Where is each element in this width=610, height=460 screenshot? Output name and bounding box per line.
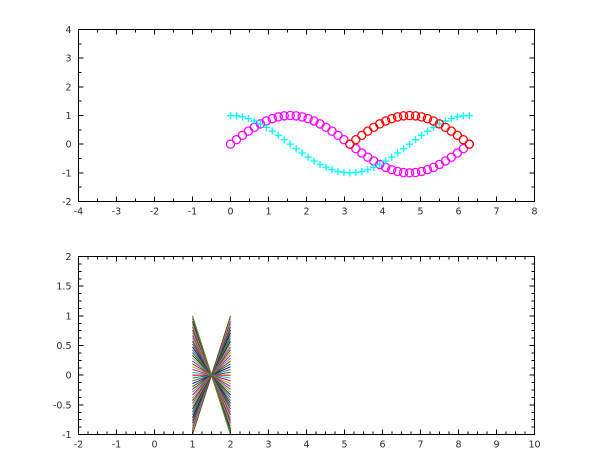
series-marker-circle [267, 113, 278, 124]
series-marker-circle [357, 130, 367, 141]
x-tick-label: 8 [455, 440, 461, 451]
x-tick-label: 0 [227, 207, 233, 218]
series-marker-circle [422, 164, 433, 175]
series-marker-circle [428, 162, 439, 173]
x-tick-label: -1 [188, 207, 197, 218]
series-marker-circle [333, 130, 343, 141]
x-tick-label: 1 [265, 207, 271, 218]
series-marker-circle [255, 119, 266, 129]
x-tick-label: 7 [417, 440, 423, 451]
series-marker-circle [309, 116, 319, 126]
x-tick-label: 10 [528, 440, 540, 451]
series-marker-circle [225, 139, 236, 149]
series-marker-circle [398, 111, 409, 121]
series-marker-circle [375, 159, 385, 170]
series-marker-circle [416, 166, 427, 177]
series-marker-circle [452, 130, 463, 141]
string-art-envelope [192, 315, 231, 435]
y-tick-label: 1 [65, 311, 71, 322]
series-marker-circle [339, 134, 349, 145]
x-tick-label: -4 [74, 207, 83, 218]
x-tick-label: 7 [493, 207, 499, 218]
series-marker-circle [458, 134, 469, 145]
series-marker-circle [398, 167, 409, 178]
series-marker-circle [464, 139, 474, 149]
series-marker-circle [410, 167, 421, 178]
y-tick-label: 2 [65, 252, 71, 263]
x-tick-label: 4 [303, 440, 309, 451]
series-marker-circle [357, 148, 367, 158]
x-tick-label: 0 [151, 440, 157, 451]
series-marker-circle [416, 112, 427, 122]
series-marker-circle [279, 111, 289, 121]
lower-plot-axes[interactable]: -2 -1 0 1 2 3 4 5 6 7 8 9 10-1-0.500.511.52 [0, 230, 610, 460]
series-marker-circle [303, 113, 313, 124]
x-tick-label: -1 [112, 440, 121, 451]
x-tick-label: 1 [189, 440, 195, 451]
series-marker-circle [446, 126, 457, 136]
series-marker-circle [375, 119, 385, 129]
x-tick-label: 8 [531, 207, 537, 218]
y-tick-label: -1 [62, 168, 71, 179]
y-tick-label: 2 [65, 82, 71, 93]
series-marker-circle [231, 134, 242, 145]
series-marker-circle [363, 152, 373, 162]
x-tick-label: 6 [455, 207, 461, 218]
y-tick-label: 0 [65, 140, 71, 151]
x-tick-label: 2 [227, 440, 233, 451]
series-marker-circle [351, 143, 361, 154]
series-marker-circle [297, 112, 307, 122]
data-series [345, 110, 474, 149]
x-tick-label: -2 [74, 440, 83, 451]
series-marker-circle [380, 116, 391, 126]
y-tick-label: 1 [65, 111, 71, 122]
series-marker-circle [285, 110, 295, 121]
series-marker-circle [446, 152, 457, 162]
series-marker-circle [452, 148, 463, 158]
x-tick-label: 4 [379, 207, 385, 218]
x-tick-label: -2 [150, 207, 159, 218]
y-tick-label: -2 [62, 197, 71, 208]
axes-decorations: -2 -1 0 1 2 3 4 5 6 7 8 9 10-1-0.500.511.52 [53, 252, 541, 451]
series-marker-circle [291, 111, 301, 121]
y-tick-label: 1.5 [56, 282, 71, 293]
x-tick-label: 6 [379, 440, 385, 451]
series-marker-circle [458, 143, 469, 154]
y-tick-label: 4 [65, 25, 71, 36]
series-marker-circle [386, 164, 397, 175]
x-tick-label: 5 [417, 207, 423, 218]
series-marker-circle [422, 113, 433, 124]
series-marker-circle [273, 112, 283, 122]
series-marker-circle [327, 126, 337, 136]
series-marker-circle [410, 111, 421, 121]
x-tick-label: -3 [112, 207, 121, 218]
x-tick-label: 2 [303, 207, 309, 218]
upper-plot-axes[interactable]: -4 -3 -2 -1 0 1 2 3 4 5 6 7 8 -2 -1 0 1 2 3 4 [0, 0, 610, 240]
x-tick-label: 3 [341, 207, 347, 218]
series-marker-circle [237, 130, 248, 141]
y-tick-label: 3 [65, 54, 71, 65]
series-marker-circle [428, 116, 439, 126]
series-marker-circle [243, 126, 254, 136]
data-series [225, 110, 474, 178]
y-tick-label: -0.5 [53, 400, 72, 411]
x-tick-label: 3 [265, 440, 271, 451]
envelope-segment [192, 315, 231, 435]
plot-box-frame [77, 255, 536, 436]
series-marker-circle [404, 110, 415, 121]
y-tick-label: -1 [62, 430, 71, 441]
series-marker-circle [351, 134, 361, 145]
series-marker-circle [392, 112, 403, 122]
series-marker-circle [404, 168, 415, 178]
axes-decorations: -4 -3 -2 -1 0 1 2 3 4 5 6 7 8 -2 -1 0 1 2 3 4 [62, 25, 538, 218]
x-tick-label: 5 [341, 440, 347, 451]
x-tick-label: 9 [493, 440, 499, 451]
series-marker-circle [386, 113, 397, 124]
y-tick-label: 0 [65, 371, 71, 382]
series-marker-circle [392, 166, 403, 177]
series-marker-circle [345, 139, 355, 149]
y-tick-label: 0.5 [56, 341, 71, 352]
series-marker-circle [363, 126, 373, 136]
